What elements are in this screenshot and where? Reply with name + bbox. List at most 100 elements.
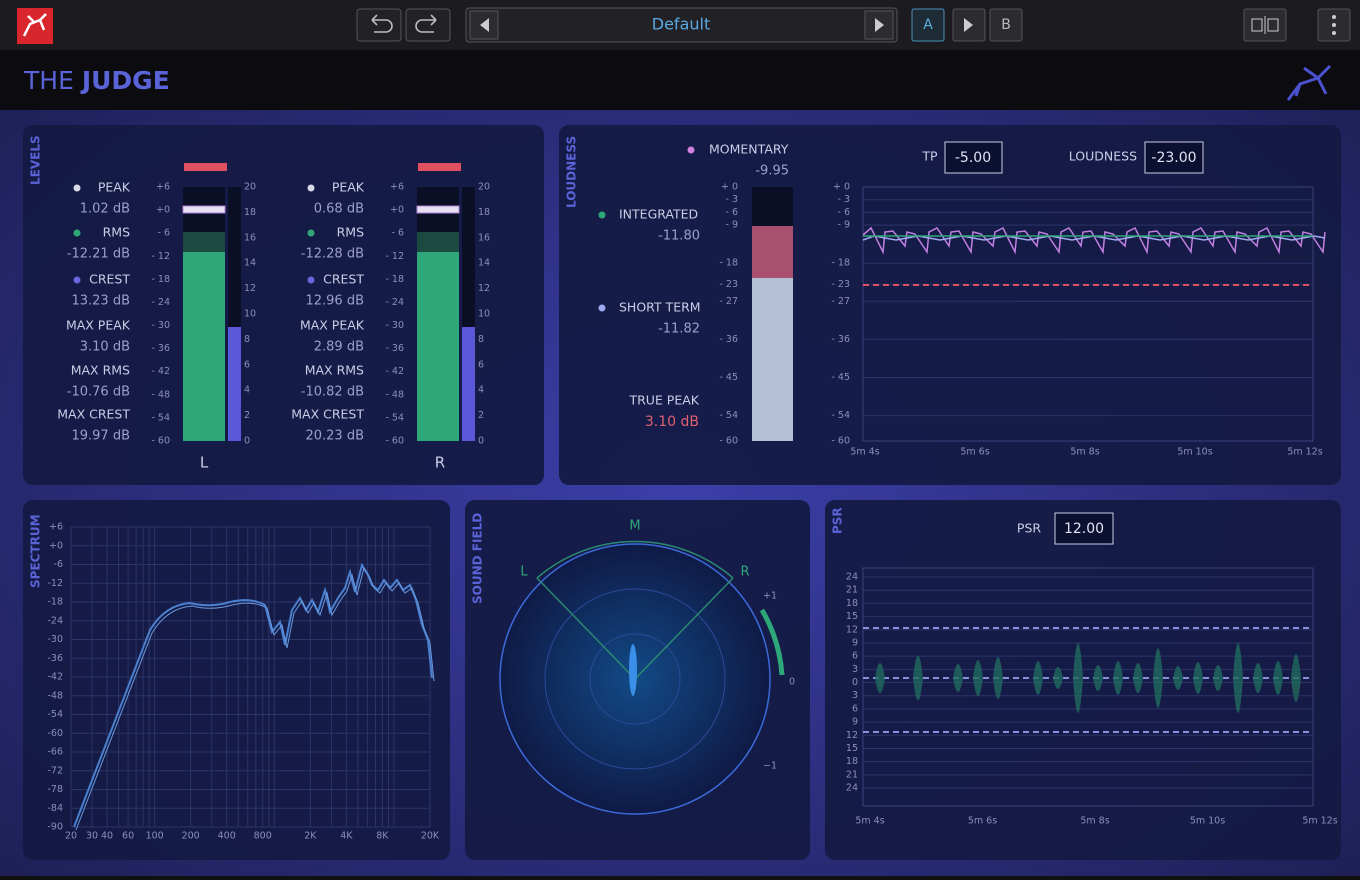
panel-label: LOUDNESS <box>565 136 579 208</box>
stat-value: 0.68 dB <box>314 202 364 217</box>
spectrum-y-label: -12 <box>47 578 63 589</box>
graph-frame <box>862 186 1314 442</box>
spectrum-panel <box>23 500 450 860</box>
spectrum-curve-alt <box>75 566 435 831</box>
psr-y-label: 24 <box>846 783 858 794</box>
redo-button[interactable] <box>405 8 451 42</box>
tp-label: TP <box>921 149 938 164</box>
psr-time-label: 5m 4s <box>855 816 884 827</box>
slot-b-button[interactable] <box>989 8 1023 42</box>
stat-label: PEAK <box>98 180 131 195</box>
true-peak-value: 3.10 dB <box>645 414 699 430</box>
spectrum-y-label: -18 <box>47 597 63 608</box>
crest-scale-label: 2 <box>478 410 484 421</box>
spectrum-y-label: -72 <box>47 765 63 776</box>
stat-value: -12.21 dB <box>67 247 130 262</box>
db-scale-label: - 18 <box>385 274 404 285</box>
preset-prev[interactable] <box>469 10 499 40</box>
crest-scale-label: 20 <box>478 182 490 193</box>
crest-scale-label: 14 <box>244 258 256 269</box>
copy-ab-button[interactable] <box>952 8 986 42</box>
spectrum-y-label: +0 <box>49 540 63 551</box>
spectrum-x-label: 800 <box>254 831 272 842</box>
compare-button[interactable] <box>1243 8 1287 42</box>
graph-scale-label: - 3 <box>838 194 851 205</box>
spectrum-x-label: 40 <box>101 831 113 842</box>
undo-button[interactable] <box>356 8 402 42</box>
spectrum-x-label: 20K <box>421 831 440 842</box>
psr-burst <box>973 660 983 696</box>
preset-name[interactable]: Default <box>652 15 710 34</box>
short_term-label: SHORT TERM <box>619 300 701 315</box>
psr-burst <box>953 664 963 692</box>
psr-y-label: 0 <box>852 677 858 688</box>
psr-burst <box>913 655 923 701</box>
stat-value: 19.97 dB <box>71 429 130 444</box>
stat-label: CREST <box>323 272 364 287</box>
crest-scale-label: 0 <box>478 436 484 447</box>
db-scale-label: - 6 <box>158 228 171 239</box>
psr-burst <box>1173 666 1183 690</box>
psr-label: PSR <box>1017 521 1041 536</box>
scale-mid: 0 <box>789 677 795 688</box>
spectrum-y-label: -60 <box>47 728 63 739</box>
legend-dot <box>598 211 606 219</box>
crest-scale-label: 10 <box>478 309 490 320</box>
crest-bar <box>462 327 475 441</box>
spectrum-y-label: -42 <box>47 672 63 683</box>
stat-label: MAX RMS <box>305 363 364 378</box>
tp-box[interactable] <box>944 141 1003 174</box>
crest-scale-label: 20 <box>244 182 256 193</box>
loudness-scale-label: - 3 <box>726 194 739 205</box>
stat-value: 20.23 dB <box>305 429 364 444</box>
psr-y-label: 9 <box>852 717 858 728</box>
psr-y-label: 3 <box>852 664 858 675</box>
crest-scale-label: 16 <box>244 232 256 243</box>
psr-y-label: 21 <box>846 585 858 596</box>
crest-scale-label: 12 <box>478 283 490 294</box>
loudness-scale-label: - 6 <box>726 207 739 218</box>
true-peak-label: TRUE PEAK <box>628 393 699 408</box>
levels-panel <box>23 125 544 485</box>
db-scale-label: - 24 <box>385 297 404 308</box>
time-label: 5m 8s <box>1070 447 1099 458</box>
momentary-value: -9.95 <box>755 164 789 179</box>
slot-a-button[interactable] <box>911 8 945 42</box>
spectrum-x-label: 400 <box>218 831 236 842</box>
db-scale-label: +6 <box>156 182 170 193</box>
db-scale-label: - 30 <box>385 320 404 331</box>
crest-scale-label: 8 <box>478 334 484 345</box>
menu-button[interactable] <box>1317 8 1351 42</box>
tp-value: -5.00 <box>955 150 991 166</box>
clip-indicator <box>418 163 461 171</box>
loudness-scale-label: - 36 <box>719 334 738 345</box>
stat-label: MAX PEAK <box>66 318 131 333</box>
crest-scale-label: 0 <box>244 436 250 447</box>
db-scale-label: - 36 <box>385 343 404 354</box>
rms-hold <box>183 232 225 252</box>
db-scale-label: - 60 <box>385 436 404 447</box>
loudness-scale-label: - 45 <box>719 372 738 383</box>
psr-y-label: 6 <box>852 651 858 662</box>
db-scale-label: +0 <box>390 205 404 216</box>
stat-value: -10.82 dB <box>301 385 364 400</box>
psr-box[interactable] <box>1054 512 1114 545</box>
channel-label: L <box>200 454 209 472</box>
target-box[interactable] <box>1144 141 1204 174</box>
crest-scale-label: 10 <box>244 309 256 320</box>
stat-label: MAX CREST <box>291 407 364 422</box>
logo[interactable] <box>17 8 53 44</box>
preset-box[interactable] <box>465 7 898 43</box>
psr-time-label: 5m 8s <box>1080 816 1109 827</box>
preset-next[interactable] <box>864 10 894 40</box>
logo-icon <box>22 13 47 37</box>
scale-top: +1 <box>763 591 777 602</box>
legend-dot <box>73 184 81 192</box>
stat-label: RMS <box>103 225 130 240</box>
loudness-scale-label: - 9 <box>726 220 739 231</box>
stat-value: 13.23 dB <box>71 294 130 309</box>
panel-label: LEVELS <box>29 135 43 185</box>
target-value: -23.00 <box>1151 150 1196 166</box>
